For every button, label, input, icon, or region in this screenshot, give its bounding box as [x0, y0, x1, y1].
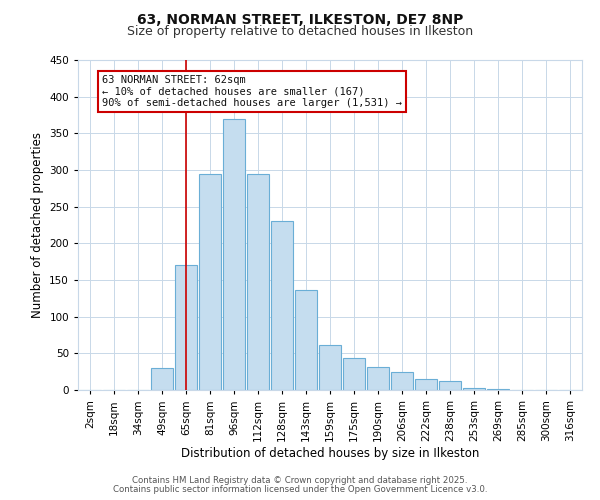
Bar — [199, 174, 221, 390]
Bar — [391, 372, 413, 390]
Text: 63 NORMAN STREET: 62sqm
← 10% of detached houses are smaller (167)
90% of semi-d: 63 NORMAN STREET: 62sqm ← 10% of detache… — [102, 74, 402, 108]
Bar — [295, 290, 317, 390]
Bar — [463, 388, 485, 390]
Text: Size of property relative to detached houses in Ilkeston: Size of property relative to detached ho… — [127, 25, 473, 38]
Bar — [151, 368, 173, 390]
Bar — [439, 381, 461, 390]
Text: Contains HM Land Registry data © Crown copyright and database right 2025.: Contains HM Land Registry data © Crown c… — [132, 476, 468, 485]
X-axis label: Distribution of detached houses by size in Ilkeston: Distribution of detached houses by size … — [181, 446, 479, 460]
Bar — [223, 118, 245, 390]
Bar — [343, 358, 365, 390]
Bar — [367, 368, 389, 390]
Bar — [175, 266, 197, 390]
Y-axis label: Number of detached properties: Number of detached properties — [31, 132, 44, 318]
Bar — [247, 174, 269, 390]
Text: 63, NORMAN STREET, ILKESTON, DE7 8NP: 63, NORMAN STREET, ILKESTON, DE7 8NP — [137, 12, 463, 26]
Bar — [415, 379, 437, 390]
Text: Contains public sector information licensed under the Open Government Licence v3: Contains public sector information licen… — [113, 485, 487, 494]
Bar — [271, 222, 293, 390]
Bar — [319, 344, 341, 390]
